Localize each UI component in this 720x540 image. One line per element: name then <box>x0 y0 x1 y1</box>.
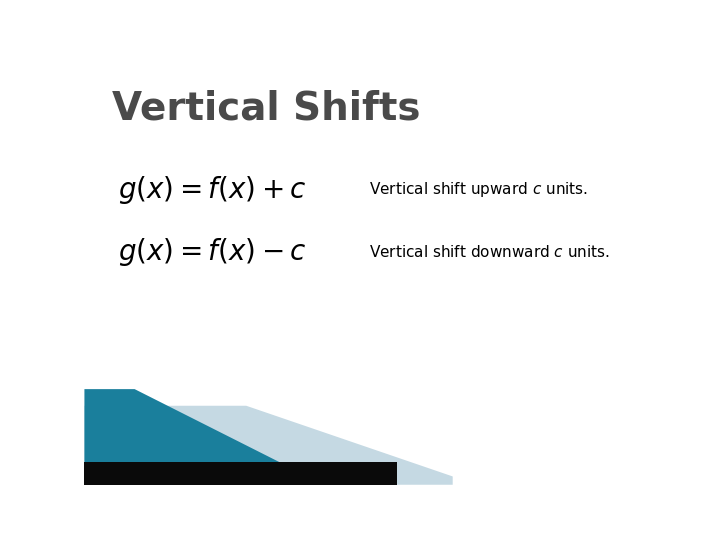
Text: Vertical shift upward $c$ units.: Vertical shift upward $c$ units. <box>369 180 588 199</box>
Polygon shape <box>84 406 453 485</box>
Text: $g(x) = f(x) - c$: $g(x) = f(x) - c$ <box>119 236 307 268</box>
Text: Vertical Shifts: Vertical Shifts <box>112 90 420 128</box>
Polygon shape <box>84 462 397 485</box>
Text: $g(x) = f(x) + c$: $g(x) = f(x) + c$ <box>119 173 307 206</box>
Polygon shape <box>84 389 324 485</box>
Text: Vertical shift downward $c$ units.: Vertical shift downward $c$ units. <box>369 244 610 260</box>
